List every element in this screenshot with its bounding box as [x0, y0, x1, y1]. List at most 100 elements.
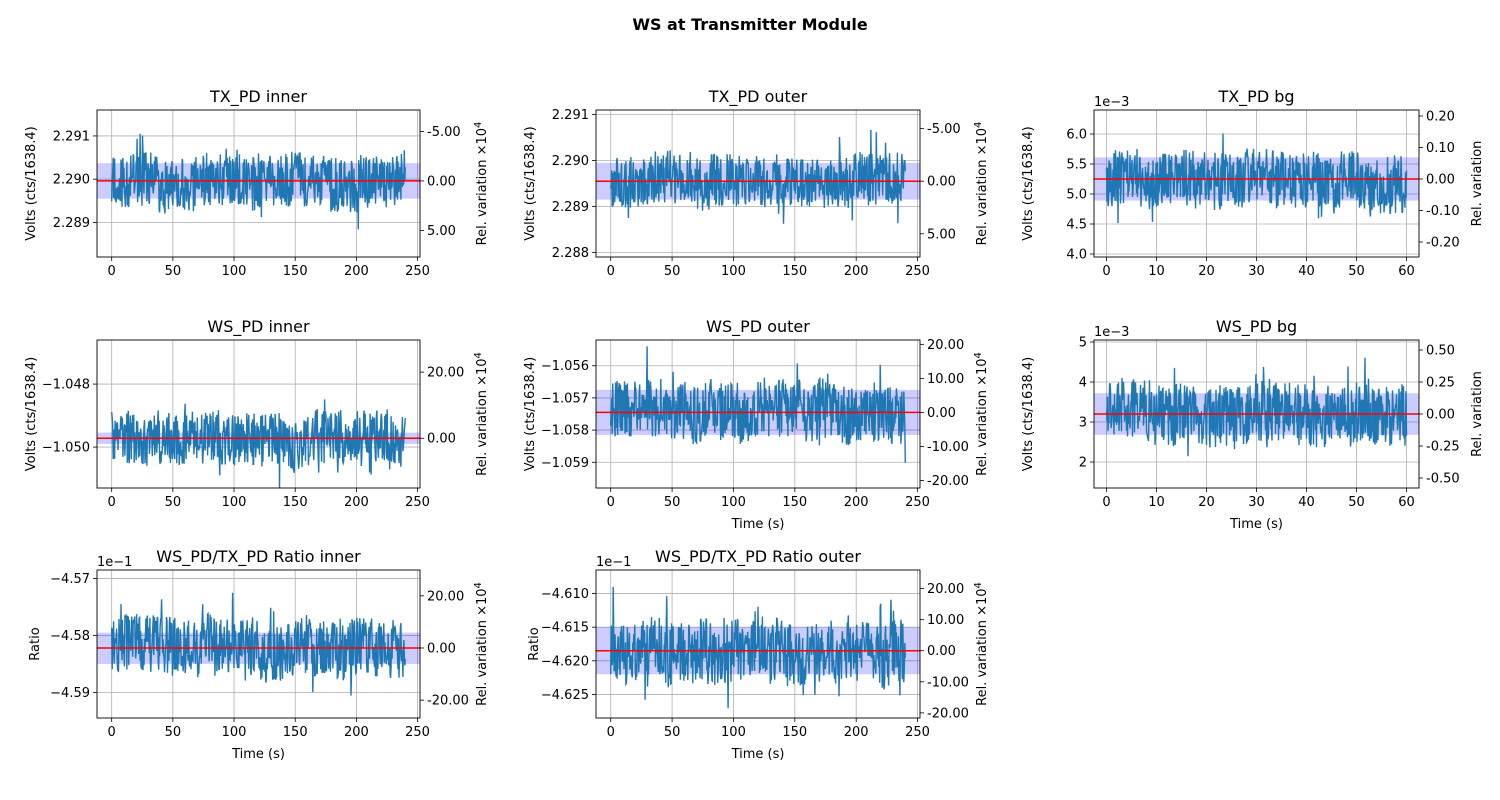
y-tick-label: −4.58: [50, 629, 90, 644]
signal-line: [610, 129, 906, 224]
y2-axis-label: Rel. variation: [1470, 371, 1485, 457]
x-tick-label: 60: [1398, 495, 1415, 510]
x-tick-label: 250: [405, 495, 430, 510]
y-tick-label: 4: [1079, 376, 1087, 391]
x-tick-label: 200: [344, 264, 369, 279]
x-tick-label: 200: [344, 495, 369, 510]
axis-offset-label: 1e−3: [1094, 95, 1129, 110]
x-tick-label: 50: [165, 264, 182, 279]
x-tick-label: 60: [1398, 264, 1415, 279]
y-tick-label: −4.57: [50, 572, 90, 587]
signal-line: [111, 592, 406, 696]
y-tick-label: −1.058: [541, 424, 589, 439]
y-tick-label: 3: [1079, 416, 1087, 431]
y-tick-label: −4.59: [50, 686, 90, 701]
y2-tick-label: 20.00: [927, 338, 964, 353]
y2-tick-label: 0.00: [427, 432, 456, 447]
signal-line: [111, 133, 406, 230]
axes-frame: [96, 339, 421, 489]
signal-line: [111, 399, 406, 488]
x-tick-label: 20: [1198, 495, 1215, 510]
axes-frame: [595, 109, 921, 258]
y-tick-label: 5.0: [1066, 188, 1087, 203]
y2-tick-label: -0.50: [1426, 472, 1460, 487]
y2-tick-label: 0.00: [927, 644, 956, 659]
x-tick-label: 200: [844, 495, 869, 510]
y2-tick-label: 0.10: [1426, 141, 1455, 156]
y-tick-label: 2.290: [552, 154, 589, 169]
y2-tick-label: 0.50: [1426, 344, 1455, 359]
chart-title: WS_PD/TX_PD Ratio outer: [655, 547, 861, 567]
y2-axis-label: Rel. variation ×104: [973, 352, 991, 476]
y2-tick-label: 0.00: [427, 641, 456, 656]
signal-line: [610, 586, 906, 709]
x-tick-label: 40: [1298, 264, 1315, 279]
x-tick-label: 0: [108, 495, 116, 510]
y2-tick-label: 20.00: [927, 582, 964, 597]
y-tick-label: 5: [1079, 336, 1087, 351]
x-tick-label: 0: [108, 264, 116, 279]
x-tick-label: 150: [782, 725, 807, 740]
x-tick-label: 0: [108, 725, 116, 740]
x-tick-label: 10: [1148, 495, 1165, 510]
signal-line: [1105, 357, 1408, 457]
y-tick-label: 2: [1079, 456, 1087, 471]
y-tick-label: 2.289: [552, 200, 589, 215]
x-axis-label: Time (s): [1229, 517, 1283, 532]
axes-frame: [96, 569, 421, 719]
axis-offset-label: 1e−1: [97, 555, 132, 570]
chart-panel-6: 0 10 20 30 40 50 60 2 3 4 5 -0.50 -0.25 0.00 0.25 0.50 W…: [1021, 317, 1485, 532]
y2-tick-label: 20.00: [427, 589, 464, 604]
y-tick-label: −4.610: [541, 587, 589, 602]
y2-tick-label: 0.00: [927, 175, 956, 190]
y2-tick-label: 0.00: [1426, 408, 1455, 423]
x-tick-label: 150: [782, 264, 807, 279]
x-tick-label: 100: [222, 495, 247, 510]
chart-title: WS_PD inner: [207, 317, 310, 337]
x-tick-label: 30: [1248, 264, 1265, 279]
x-tick-label: 50: [1348, 495, 1365, 510]
y2-tick-label: -10.00: [927, 675, 969, 690]
y2-axis-label: Rel. variation ×104: [973, 122, 991, 246]
x-tick-label: 250: [905, 495, 930, 510]
y-tick-label: −1.059: [541, 456, 589, 471]
y-axis-label: Ratio: [28, 627, 43, 660]
y2-tick-label: 20.00: [427, 366, 464, 381]
y2-tick-label: -20.00: [927, 706, 969, 721]
y2-tick-label: -20.00: [427, 694, 469, 709]
x-tick-label: 10: [1148, 264, 1165, 279]
signal-line: [1105, 133, 1408, 224]
y2-axis-label: Rel. variation ×104: [473, 582, 491, 706]
axis-offset-label: 1e−1: [596, 555, 631, 570]
y2-tick-label: 0.00: [1426, 173, 1455, 188]
x-tick-label: 250: [405, 264, 430, 279]
chart-title: WS_PD/TX_PD Ratio inner: [156, 547, 361, 567]
x-tick-label: 50: [1348, 264, 1365, 279]
y2-tick-label: 5.00: [927, 227, 956, 242]
y2-tick-label: -10.00: [927, 440, 969, 455]
axes-frame: [595, 339, 921, 489]
chart-title: WS_PD outer: [706, 317, 810, 337]
chart-panel-4: 0 50 100 150 200 250 −1.050 −1.048 20.00 0.00 WS_P…: [24, 317, 490, 510]
x-tick-label: 150: [283, 264, 308, 279]
chart-title: TX_PD inner: [209, 87, 307, 107]
y-tick-label: −1.057: [541, 391, 589, 406]
x-axis-label: Time (s): [731, 517, 785, 532]
y-tick-label: 2.291: [53, 129, 90, 144]
axes-frame: [595, 569, 921, 719]
y2-tick-label: 0.25: [1426, 376, 1455, 391]
x-tick-label: 50: [664, 495, 681, 510]
chart-panel-5: 0 50 100 150 200 250 −1.059 −1.058 −1.057 −1.056 2…: [523, 317, 990, 532]
y-tick-label: 2.289: [53, 216, 90, 231]
y2-tick-label: 0.20: [1426, 110, 1455, 125]
x-tick-label: 40: [1298, 495, 1315, 510]
y2-tick-label: -0.10: [1426, 204, 1460, 219]
chart-title: TX_PD outer: [708, 87, 808, 107]
y-tick-label: −4.615: [541, 621, 589, 636]
y-tick-label: −1.048: [42, 378, 90, 393]
x-axis-label: Time (s): [731, 747, 785, 762]
y2-axis-label: Rel. variation ×104: [473, 122, 491, 246]
y-tick-label: 2.288: [552, 246, 589, 261]
y-tick-label: 5.5: [1066, 158, 1087, 173]
